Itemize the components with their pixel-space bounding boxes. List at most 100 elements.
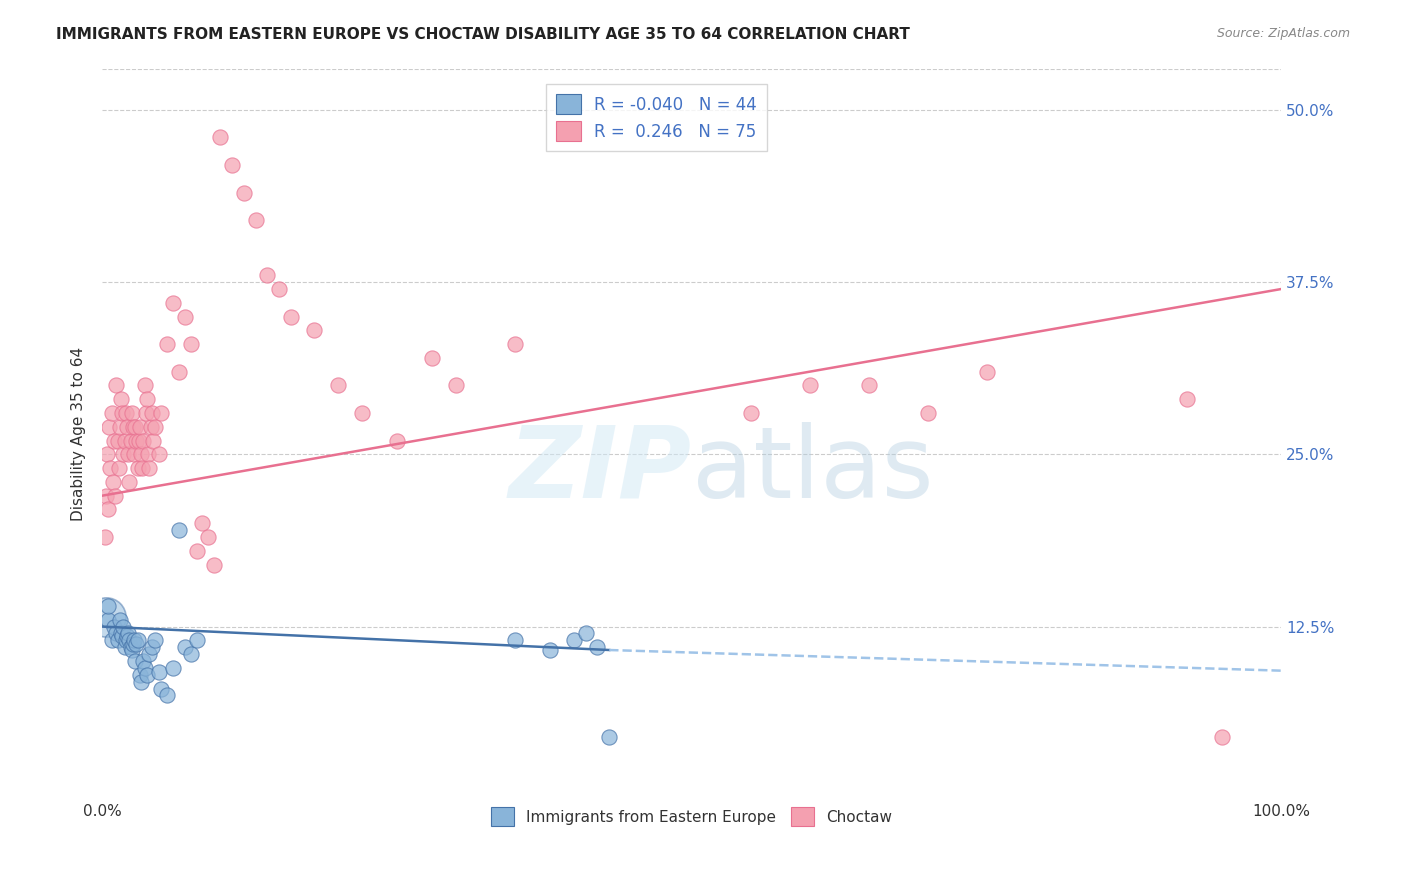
Point xyxy=(256,268,278,283)
Point xyxy=(148,665,170,679)
Point xyxy=(122,633,145,648)
Point xyxy=(108,419,131,434)
Point xyxy=(141,640,163,655)
Point xyxy=(385,434,408,448)
Point xyxy=(245,213,267,227)
Point xyxy=(110,392,132,407)
Point xyxy=(104,489,127,503)
Point xyxy=(167,523,190,537)
Point xyxy=(132,654,155,668)
Point xyxy=(209,130,232,145)
Point xyxy=(118,633,141,648)
Point xyxy=(117,626,139,640)
Text: ZIP: ZIP xyxy=(509,422,692,518)
Point xyxy=(136,392,159,407)
Point xyxy=(562,633,585,648)
Point xyxy=(135,406,157,420)
Point xyxy=(142,434,165,448)
Point xyxy=(232,186,254,200)
Point xyxy=(129,668,152,682)
Text: IMMIGRANTS FROM EASTERN EUROPE VS CHOCTAW DISABILITY AGE 35 TO 64 CORRELATION CH: IMMIGRANTS FROM EASTERN EUROPE VS CHOCTA… xyxy=(56,27,910,42)
Point xyxy=(94,610,117,624)
Point xyxy=(124,419,146,434)
Point xyxy=(162,661,184,675)
Point xyxy=(180,337,202,351)
Point xyxy=(138,647,160,661)
Point xyxy=(350,406,373,420)
Point xyxy=(100,406,122,420)
Point xyxy=(173,640,195,655)
Point xyxy=(304,323,326,337)
Point xyxy=(1211,730,1233,744)
Point xyxy=(156,689,179,703)
Point xyxy=(97,613,120,627)
Point xyxy=(976,365,998,379)
Point xyxy=(129,447,152,461)
Point xyxy=(100,461,122,475)
Point xyxy=(740,406,762,420)
Point xyxy=(858,378,880,392)
Point xyxy=(173,310,195,324)
Point xyxy=(191,516,214,531)
Point xyxy=(575,626,598,640)
Point xyxy=(131,461,153,475)
Point xyxy=(136,447,159,461)
Point xyxy=(202,558,225,572)
Point xyxy=(114,633,136,648)
Point xyxy=(143,419,166,434)
Point xyxy=(598,730,620,744)
Point xyxy=(114,406,136,420)
Point xyxy=(97,502,120,516)
Point xyxy=(127,461,149,475)
Point xyxy=(114,434,136,448)
Point xyxy=(101,475,124,489)
Point xyxy=(128,434,150,448)
Point xyxy=(122,419,145,434)
Point xyxy=(100,633,122,648)
Point xyxy=(186,633,208,648)
Point xyxy=(117,447,139,461)
Point xyxy=(105,378,128,392)
Point xyxy=(799,378,821,392)
Point xyxy=(503,337,526,351)
Point xyxy=(124,654,146,668)
Point xyxy=(132,434,155,448)
Point xyxy=(150,406,173,420)
Point xyxy=(586,640,609,655)
Point xyxy=(125,434,148,448)
Point xyxy=(280,310,302,324)
Point xyxy=(121,406,143,420)
Point xyxy=(93,530,115,544)
Point xyxy=(197,530,219,544)
Point xyxy=(143,633,166,648)
Point xyxy=(112,619,135,633)
Text: atlas: atlas xyxy=(692,422,934,518)
Point xyxy=(112,447,135,461)
Point xyxy=(148,447,170,461)
Point xyxy=(221,158,243,172)
Point xyxy=(107,461,129,475)
Point xyxy=(108,613,131,627)
Point xyxy=(167,365,190,379)
Point xyxy=(1175,392,1198,407)
Point xyxy=(422,351,444,365)
Point xyxy=(103,619,125,633)
Legend: Immigrants from Eastern Europe, Choctaw: Immigrants from Eastern Europe, Choctaw xyxy=(482,798,901,835)
Point xyxy=(326,378,349,392)
Text: Source: ZipAtlas.com: Source: ZipAtlas.com xyxy=(1216,27,1350,40)
Point xyxy=(134,661,156,675)
Point xyxy=(96,447,118,461)
Point xyxy=(122,638,145,652)
Point xyxy=(120,434,142,448)
Point xyxy=(115,629,138,643)
Point xyxy=(111,629,134,643)
Point xyxy=(114,640,136,655)
Point xyxy=(141,406,163,420)
Point xyxy=(150,681,173,696)
Point xyxy=(917,406,939,420)
Point xyxy=(444,378,467,392)
Y-axis label: Disability Age 35 to 64: Disability Age 35 to 64 xyxy=(72,347,86,521)
Point xyxy=(267,282,290,296)
Point xyxy=(129,419,152,434)
Point xyxy=(180,647,202,661)
